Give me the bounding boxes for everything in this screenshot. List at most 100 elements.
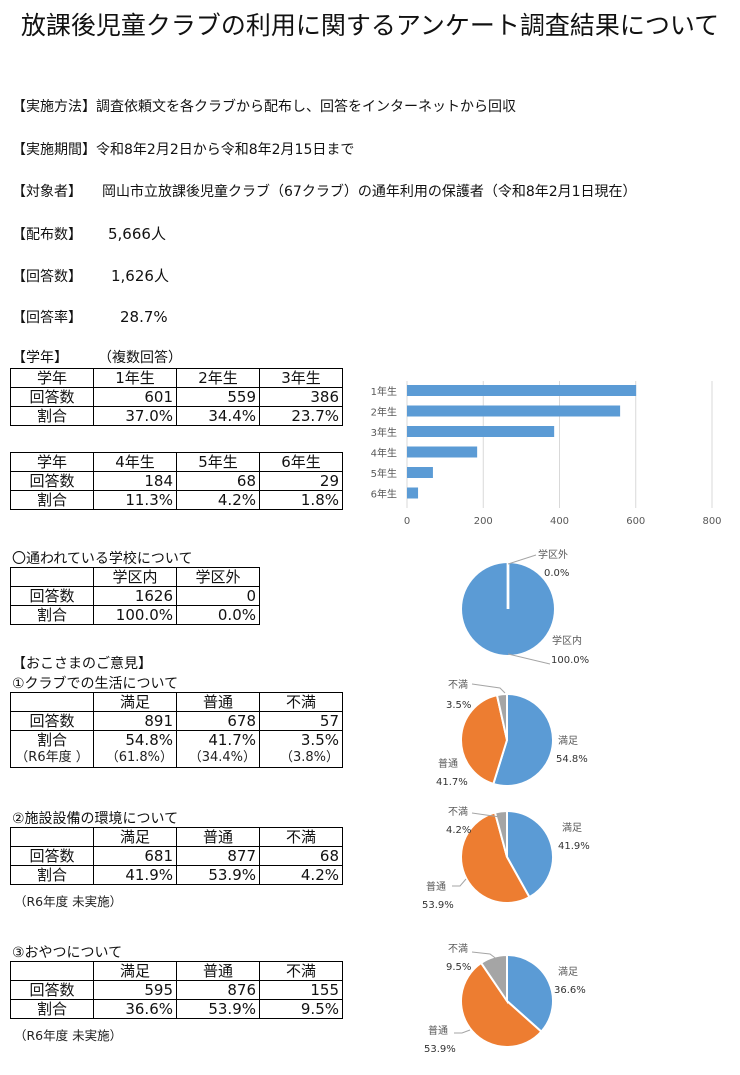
table-cell: 41.7% bbox=[176, 730, 260, 749]
info-rate: 【回答率】 28.7% bbox=[12, 307, 168, 327]
category-label: 6年生 bbox=[371, 488, 397, 501]
table-header bbox=[10, 567, 94, 587]
pie-value-satisfied: 54.8% bbox=[556, 754, 588, 765]
table-cell: 41.9% bbox=[93, 865, 177, 885]
x-tick-label: 0 bbox=[404, 516, 410, 527]
table-header: 1年生 bbox=[93, 368, 177, 388]
table-header: 5年生 bbox=[176, 452, 260, 472]
pie-label-normal: 普通 bbox=[428, 1024, 448, 1037]
info-distributed-label: 【配布数】 bbox=[12, 227, 82, 243]
table-cell: 891 bbox=[93, 711, 177, 731]
q3-pie-chart: 不満 9.5% 満足 36.6% 普通 53.9% bbox=[424, 943, 586, 1055]
table-cell-prev-year: （3.8%） bbox=[259, 749, 343, 768]
info-method-label: 【実施方法】 bbox=[12, 99, 96, 115]
table-cell: 0 bbox=[176, 586, 260, 606]
pie-slice bbox=[493, 809, 508, 858]
table-cell: 68 bbox=[259, 846, 343, 866]
table-header: 学年 bbox=[10, 452, 94, 472]
category-label: 3年生 bbox=[371, 426, 397, 439]
q3-note: （R6年度 未実施） bbox=[14, 1028, 123, 1043]
pie-label-normal: 普通 bbox=[438, 757, 458, 770]
bar bbox=[407, 426, 555, 437]
row-label: 回答数 bbox=[10, 980, 94, 1000]
table-header: 2年生 bbox=[176, 368, 260, 388]
row-label: 割合 bbox=[10, 865, 94, 885]
chart-axis-ticks: 0 200 400 600 800 bbox=[404, 516, 722, 527]
leader-line bbox=[471, 683, 506, 694]
leader-line bbox=[507, 653, 551, 665]
leader-line bbox=[507, 554, 537, 565]
row-label: 回答数 bbox=[10, 387, 94, 407]
pie-value-normal: 53.9% bbox=[424, 1044, 456, 1055]
category-label: 4年生 bbox=[371, 447, 397, 460]
table-header: 3年生 bbox=[259, 368, 343, 388]
table-cell: 4.2% bbox=[176, 490, 260, 510]
pie-slice bbox=[460, 811, 531, 904]
table-header: 学区内 bbox=[93, 567, 177, 587]
chart-category-labels: 1年生 2年生 3年生 4年生 5年生 6年生 bbox=[371, 385, 397, 501]
pie-slice bbox=[495, 692, 508, 741]
table-cell: 559 bbox=[176, 387, 260, 407]
info-rate-value: 28.7% bbox=[120, 308, 168, 326]
table-cell: 1.8% bbox=[259, 490, 343, 510]
table-cell-prev-year: （34.4%） bbox=[176, 749, 260, 768]
info-period-label: 【実施期間】 bbox=[12, 142, 96, 158]
info-responses: 【回答数】 1,626人 bbox=[12, 265, 169, 286]
pie-slices bbox=[462, 563, 554, 655]
grade-bar-chart: 1年生 2年生 3年生 4年生 5年生 6年生 0 200 400 600 800 bbox=[371, 381, 722, 527]
x-tick-label: 400 bbox=[550, 516, 569, 527]
q3-heading: ③おやつについて bbox=[12, 945, 123, 961]
leader-line bbox=[454, 1029, 471, 1034]
table-header: 6年生 bbox=[259, 452, 343, 472]
table-cell: 386 bbox=[259, 387, 343, 407]
category-label: 5年生 bbox=[371, 467, 397, 480]
table-cell: 678 bbox=[176, 711, 260, 731]
bar bbox=[407, 446, 478, 458]
row-label: 割合 bbox=[10, 730, 94, 749]
table-header bbox=[10, 961, 94, 981]
info-target-label: 【対象者】 bbox=[12, 184, 82, 200]
pie-label-dissatisfied: 不満 bbox=[448, 943, 468, 955]
pie-slice bbox=[460, 961, 543, 1048]
table-header: 不満 bbox=[259, 692, 343, 712]
pie-label-normal: 普通 bbox=[426, 880, 446, 893]
row-label: 回答数 bbox=[10, 471, 94, 491]
info-method: 【実施方法】調査依頼文を各クラブから配布し、回答をインターネットから回収 bbox=[12, 96, 516, 116]
row-label: 割合 bbox=[10, 999, 94, 1019]
info-target: 【対象者】 岡山市立放課後児童クラブ（67クラブ）の通年利用の保護者（令和8年2月… bbox=[12, 181, 637, 201]
pie-slice bbox=[460, 693, 509, 786]
table-cell: 37.0% bbox=[93, 406, 177, 426]
category-label: 1年生 bbox=[371, 385, 397, 398]
row-label: 割合 bbox=[10, 406, 94, 426]
table-header: 普通 bbox=[176, 961, 260, 981]
school-pie-chart: 学区外 0.0% 学区内 100.0% bbox=[462, 548, 589, 666]
pie-slices bbox=[460, 953, 554, 1048]
row-label: 回答数 bbox=[10, 711, 94, 731]
chart-gridlines bbox=[406, 381, 713, 508]
q1-table: 満足 普通 不満 回答数 891 678 57 割合 54.8% 41.7% 3… bbox=[10, 692, 343, 768]
info-responses-value: 1,626人 bbox=[111, 267, 169, 285]
row-label-prev-year: （R6年度 ） bbox=[10, 749, 94, 768]
table-cell-prev-year: （61.8%） bbox=[93, 749, 177, 768]
q3-table: 満足 普通 不満 回答数 595 876 155 割合 36.6% 53.9% … bbox=[10, 961, 343, 1019]
leader-line bbox=[471, 812, 506, 822]
category-label: 2年生 bbox=[371, 406, 397, 419]
info-rate-label: 【回答率】 bbox=[12, 310, 82, 326]
table-header: 不満 bbox=[259, 827, 343, 847]
table-cell: 100.0% bbox=[93, 605, 177, 625]
bar bbox=[407, 487, 419, 499]
row-label: 割合 bbox=[10, 490, 94, 510]
table-cell: 3.5% bbox=[259, 730, 343, 749]
table-cell: 36.6% bbox=[93, 999, 177, 1019]
q2-heading: ②施設設備の環境について bbox=[12, 811, 179, 827]
table-cell: 53.9% bbox=[176, 999, 260, 1019]
pie-slices bbox=[460, 692, 554, 787]
bar bbox=[407, 385, 637, 396]
school-table: 学区内 学区外 回答数 1626 0 割合 100.0% 0.0% bbox=[10, 567, 260, 625]
table-cell: 877 bbox=[176, 846, 260, 866]
pie-label-satisfied: 満足 bbox=[558, 966, 578, 978]
pie-label-outside: 学区外 bbox=[538, 548, 568, 561]
chart-bars bbox=[407, 385, 637, 499]
pie-value-dissatisfied: 3.5% bbox=[446, 700, 471, 711]
pie-label-satisfied: 満足 bbox=[562, 822, 582, 834]
